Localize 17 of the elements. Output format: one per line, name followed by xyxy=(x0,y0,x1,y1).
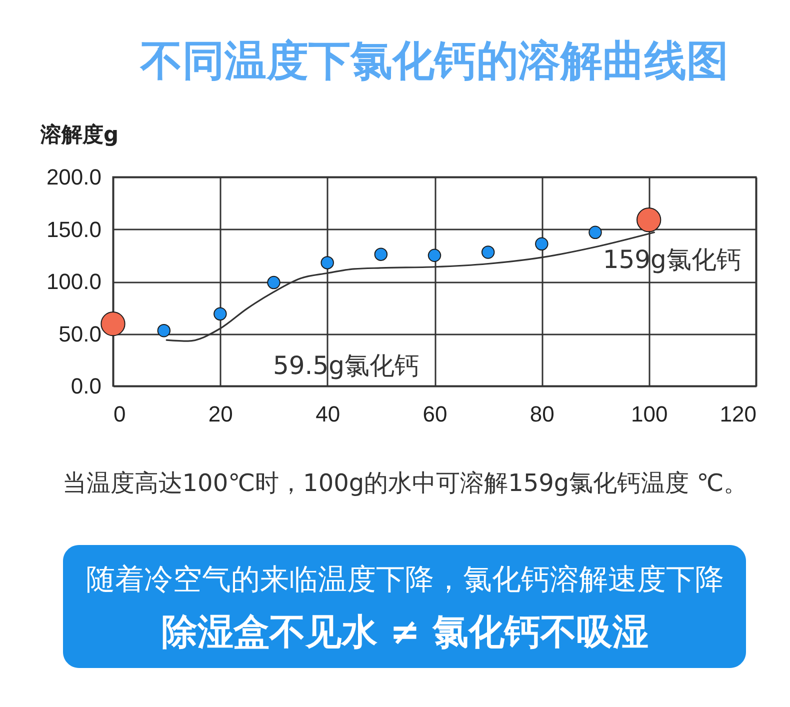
text: 随着冷空气的来临温度下降，氯化钙溶解速度下降 xyxy=(86,562,724,596)
text: 当温度高达100℃时，100g的水中可溶解159g氯化钙温度 ℃。 xyxy=(62,469,748,497)
y-tick-label: 200.0 xyxy=(46,164,102,190)
y-tick-label: 100.0 xyxy=(46,269,102,294)
y-tick-label: 0.0 xyxy=(70,374,102,398)
x-tick-label: 80 xyxy=(530,402,554,426)
y-axis-title: 溶解度g xyxy=(40,122,119,146)
chart-title: 不同温度下氯化钙的溶解曲线图 xyxy=(140,36,728,85)
y-tick-label: 50.0 xyxy=(58,321,102,346)
x-tick-label: 120 xyxy=(720,402,756,426)
x-tick-label: 20 xyxy=(208,402,233,426)
x-tick-label: 0 xyxy=(114,402,126,426)
x-tick-label: 100 xyxy=(630,402,668,426)
text: 除湿盒不见水 ≠ 氯化钙不吸湿 xyxy=(161,612,649,653)
x-tick-label: 60 xyxy=(422,402,448,426)
x-tick-label: 40 xyxy=(316,402,340,426)
y-tick-label: 150.0 xyxy=(46,216,102,242)
